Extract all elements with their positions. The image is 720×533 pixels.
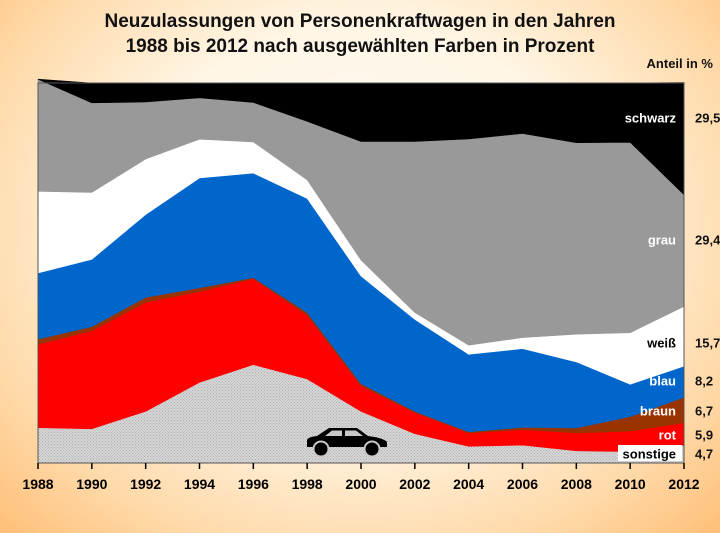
x-tick-label: 2004 <box>453 476 484 492</box>
unit-label: Anteil in % <box>646 56 713 71</box>
series-label-schwarz: schwarz <box>625 110 677 125</box>
x-tick-label: 2010 <box>615 476 646 492</box>
series-label-box-sonstige <box>618 445 682 461</box>
end-value-blau: 8,2 <box>695 373 713 388</box>
x-tick-label: 1994 <box>184 476 215 492</box>
series-label-blau: blau <box>649 373 676 388</box>
end-value-sonstige: 4,7 <box>695 446 713 461</box>
x-tick-label: 2012 <box>668 476 699 492</box>
chart-title-line-2: 1988 bis 2012 nach ausgewählten Farben i… <box>125 36 595 57</box>
series-label-grau: grau <box>648 232 676 247</box>
car-icon <box>307 428 387 458</box>
x-tick-label: 1990 <box>76 476 107 492</box>
series-label-rot: rot <box>659 427 677 442</box>
x-tick-label: 2008 <box>561 476 592 492</box>
series-label-weiß: weiß <box>646 335 676 350</box>
x-tick-label: 1992 <box>130 476 161 492</box>
end-value-weiß: 15,7 <box>695 335 720 350</box>
x-tick-label: 1988 <box>22 476 53 492</box>
x-tick-label: 2002 <box>399 476 430 492</box>
end-value-braun: 6,7 <box>695 403 713 418</box>
x-tick-label: 2000 <box>345 476 376 492</box>
series-label-sonstige: sonstige <box>623 446 676 461</box>
end-value-grau: 29,4 <box>695 232 720 247</box>
x-tick-label: 1998 <box>292 476 323 492</box>
x-tick-label: 2006 <box>507 476 538 492</box>
end-value-rot: 5,9 <box>695 427 713 442</box>
series-label-braun: braun <box>640 403 676 418</box>
end-value-schwarz: 29,5 <box>695 110 720 125</box>
chart-title-line-1: Neuzulassungen von Personenkraftwagen in… <box>104 11 616 32</box>
x-tick-label: 1996 <box>238 476 269 492</box>
